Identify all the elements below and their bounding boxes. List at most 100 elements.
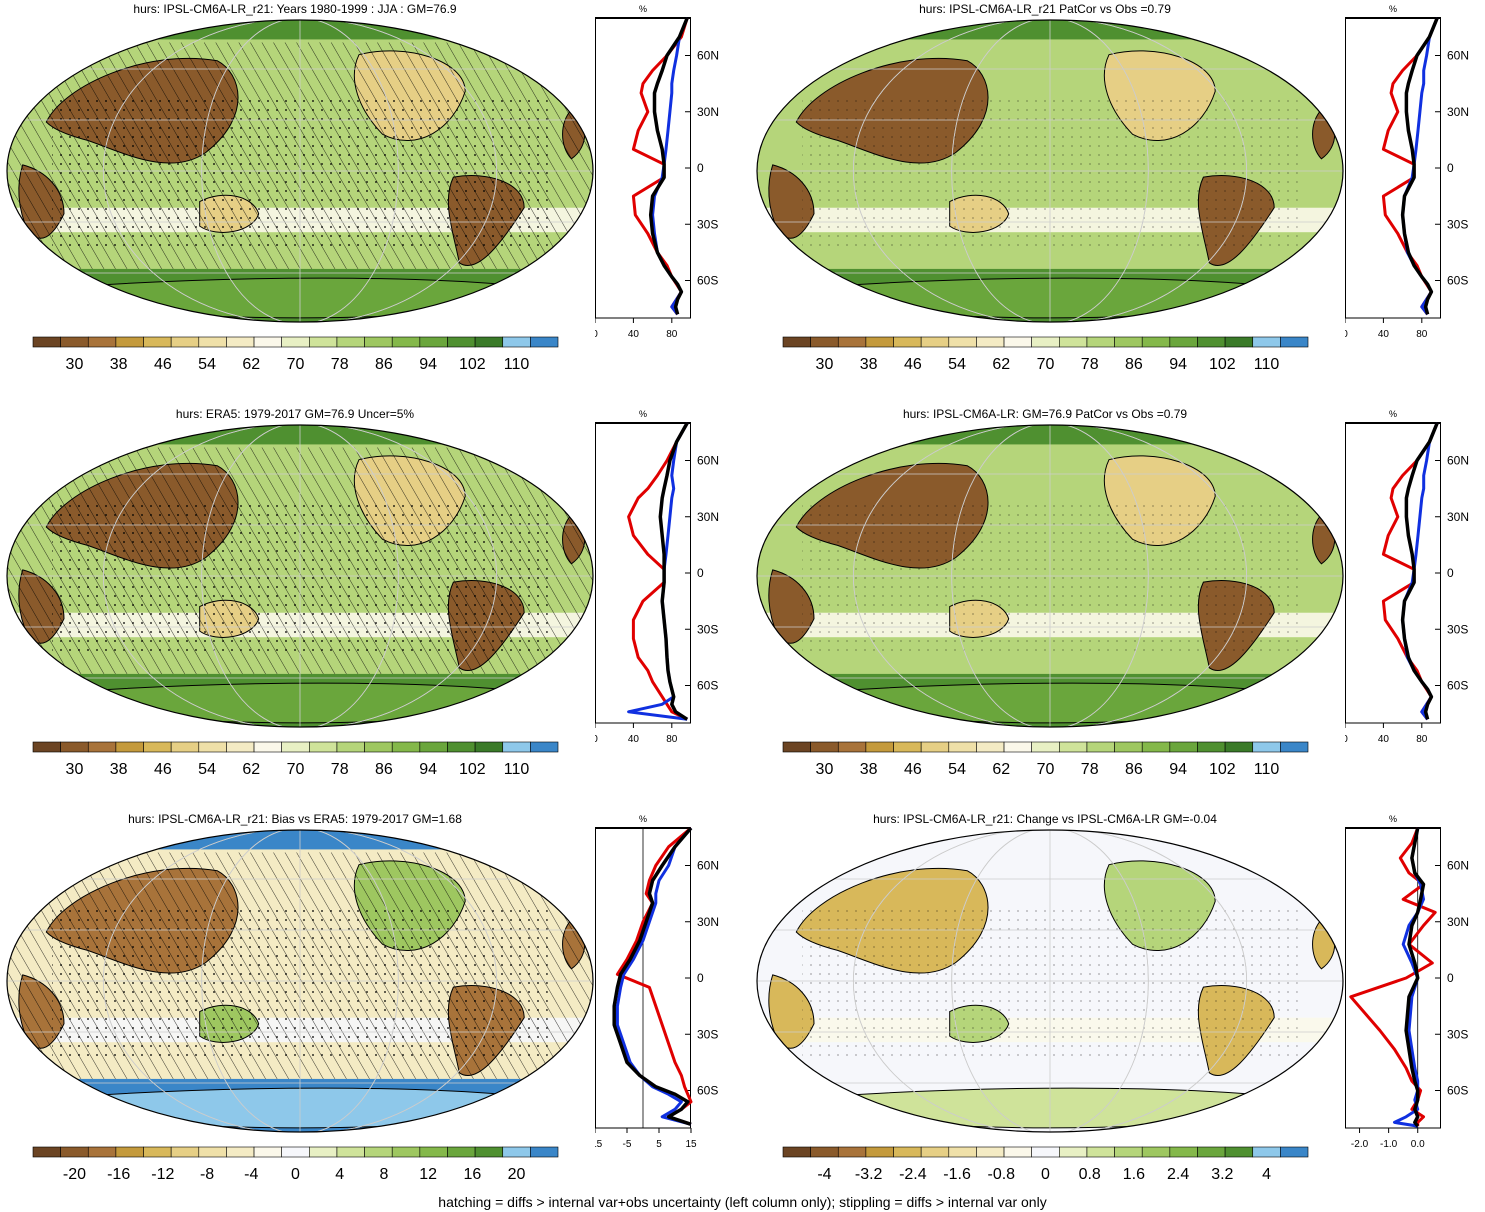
red-series-line xyxy=(627,422,689,721)
x-tick-label: -2.0 xyxy=(1351,1139,1369,1150)
colorbar-swatch xyxy=(893,336,922,348)
x-tick-label: 80 xyxy=(666,329,678,340)
colorbar-label: 46 xyxy=(904,761,922,778)
colorbar-swatch xyxy=(474,336,504,348)
graticule-line xyxy=(201,425,399,727)
x-tick-label: 0 xyxy=(595,734,598,745)
colorbar-swatch xyxy=(1197,741,1226,753)
colorbar-label: 8 xyxy=(379,1166,388,1183)
colorbar-swatch xyxy=(1003,741,1032,753)
colorbar-swatch xyxy=(253,1146,282,1158)
colorbar-label: -2.4 xyxy=(899,1166,927,1183)
graticule-line xyxy=(852,20,1248,322)
colorbar-label: 78 xyxy=(331,761,349,778)
colorbar-label: 86 xyxy=(375,356,393,373)
colorbar-swatch xyxy=(170,741,200,753)
colorbar-swatch xyxy=(976,741,1005,753)
zonal-mean-profile: % 60N 30N 0 30S 60S 0 40 80 xyxy=(1345,4,1469,340)
colorbar-label: 0.8 xyxy=(1079,1166,1101,1183)
map-outline xyxy=(756,424,1344,728)
colorbar-swatch xyxy=(1169,741,1198,753)
colorbar: -20 -16 -12 -8 -4 0 4 8 12 16 20 xyxy=(32,1146,559,1183)
colorbar-swatch xyxy=(1252,1146,1281,1158)
colorbar-swatch xyxy=(948,1146,977,1158)
colorbar-swatch xyxy=(198,1146,227,1158)
colorbar-swatch xyxy=(1141,336,1171,348)
colorbar-swatch xyxy=(1280,1146,1309,1158)
colorbar-swatch xyxy=(391,1146,421,1158)
panel-title: hurs: IPSL-CM6A-LR_r21: Years 1980-1999 … xyxy=(133,2,457,16)
colorbar-swatch xyxy=(32,1146,61,1158)
lat-label: 30N xyxy=(1447,915,1469,929)
profile-unit: % xyxy=(1389,4,1397,14)
colorbar-label: -8 xyxy=(200,1166,214,1183)
lat-label: 30S xyxy=(1447,1027,1468,1041)
panel-title: hurs: IPSL-CM6A-LR_r21: Change vs IPSL-C… xyxy=(873,812,1217,826)
x-tick-label: 0 xyxy=(1345,329,1348,340)
colorbar-swatch xyxy=(1003,336,1032,348)
graticule-line xyxy=(102,425,498,727)
profile-unit: % xyxy=(1389,409,1397,419)
colorbar-swatch xyxy=(782,741,811,753)
colorbar-label: 70 xyxy=(287,761,305,778)
colorbar-label: 12 xyxy=(419,1166,437,1183)
x-tick-label: 40 xyxy=(628,734,640,745)
colorbar-swatch xyxy=(1252,336,1281,348)
panel-change-vs-ensemble: hurs: IPSL-CM6A-LR_r21: Change vs IPSL-C… xyxy=(750,810,1485,1190)
colorbar-swatch xyxy=(170,336,200,348)
black-series-line xyxy=(612,826,693,1126)
colorbar-swatch xyxy=(60,336,89,348)
colorbar-label: 70 xyxy=(287,356,305,373)
colorbar-swatch xyxy=(87,336,117,348)
colorbar-label: 38 xyxy=(860,356,878,373)
colorbar-swatch xyxy=(364,1146,393,1158)
lat-label: 60S xyxy=(697,679,718,693)
colorbar-swatch xyxy=(837,1146,867,1158)
colorbar-label: 16 xyxy=(463,1166,481,1183)
colorbar-swatch xyxy=(60,1146,89,1158)
colorbar-label: 30 xyxy=(816,356,834,373)
colorbar-swatch xyxy=(865,1146,894,1158)
colorbar-swatch xyxy=(447,741,476,753)
world-map xyxy=(756,19,1344,323)
colorbar-label: -4 xyxy=(244,1166,258,1183)
colorbar-swatch xyxy=(920,336,950,348)
profile-unit: % xyxy=(1389,814,1397,824)
x-tick-label: 40 xyxy=(628,329,640,340)
x-tick-label: -1.0 xyxy=(1380,1139,1398,1150)
colorbar-swatch xyxy=(309,336,338,348)
world-map xyxy=(6,829,594,1133)
colorbar-label: 78 xyxy=(1081,356,1099,373)
lat-label: 30S xyxy=(697,622,718,636)
colorbar-label: 94 xyxy=(419,356,437,373)
lat-label: 60N xyxy=(697,859,719,873)
black-series-line xyxy=(1400,422,1439,720)
colorbar-label: -20 xyxy=(63,1166,86,1183)
x-tick-label: 40 xyxy=(1378,734,1390,745)
lat-label: 0 xyxy=(697,566,704,580)
panel-era5-climatology: hurs: ERA5: 1979-2017 GM=76.9 Uncer=5% 30… xyxy=(0,405,735,785)
panel-model-ensemble: hurs: IPSL-CM6A-LR: GM=76.9 PatCor vs Ob… xyxy=(750,405,1485,785)
colorbar-swatch xyxy=(976,336,1005,348)
colorbar-swatch xyxy=(782,336,811,348)
colorbar-label: 78 xyxy=(1081,761,1099,778)
colorbar-swatch xyxy=(115,741,144,753)
colorbar-swatch xyxy=(281,1146,310,1158)
colorbar-swatch xyxy=(87,1146,117,1158)
colorbar-label: 86 xyxy=(1125,356,1143,373)
lat-label: 60N xyxy=(1447,454,1469,468)
graticule-line xyxy=(951,830,1149,1132)
colorbar-swatch xyxy=(447,336,476,348)
graticule-line xyxy=(852,830,1248,1132)
profile-unit: % xyxy=(639,409,647,419)
zonal-mean-profile: % 60N 30N 0 30S 60S 0 40 80 xyxy=(595,4,719,340)
colorbar-swatch xyxy=(865,336,894,348)
colorbar-label: 102 xyxy=(459,356,486,373)
lat-label: 0 xyxy=(1447,161,1454,175)
colorbar-label: 102 xyxy=(1209,761,1236,778)
colorbar-label: 62 xyxy=(992,761,1010,778)
lat-label: 30S xyxy=(1447,217,1468,231)
x-tick-label: 40 xyxy=(1378,329,1390,340)
panel-bias-vs-era5: hurs: IPSL-CM6A-LR_r21: Bias vs ERA5: 19… xyxy=(0,810,735,1190)
colorbar-swatch xyxy=(920,741,950,753)
